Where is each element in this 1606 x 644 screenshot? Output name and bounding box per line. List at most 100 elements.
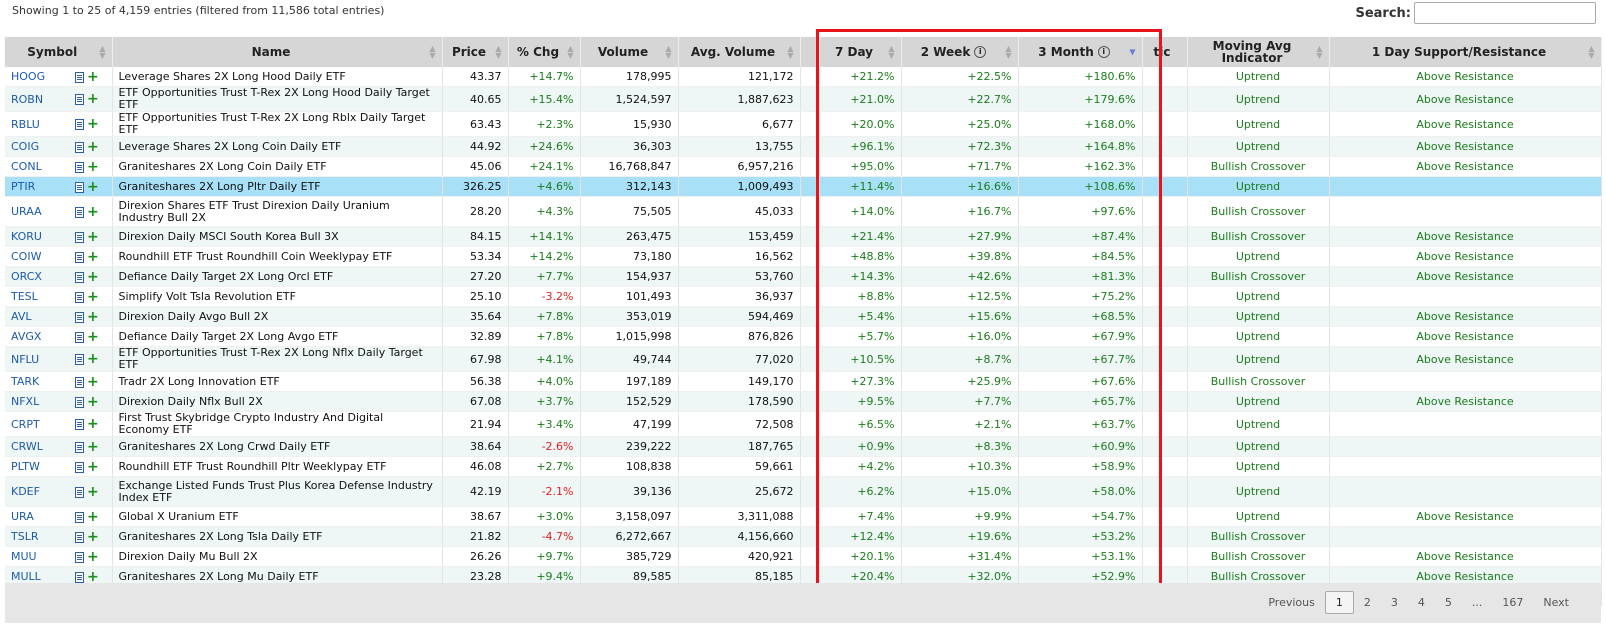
document-icon[interactable] [75,461,84,473]
table-row[interactable]: PLTW + Roundhill ETF Trust Roundhill Pltr … [5,456,1602,477]
symbol-link[interactable]: COIG [11,140,40,153]
symbol-link[interactable]: MUU [11,550,37,563]
table-row[interactable]: CRPT + First Trust Skybridge Crypto Indust… [5,411,1602,437]
plus-icon[interactable]: + [87,351,99,367]
plus-icon[interactable]: + [87,178,99,195]
page-2-button[interactable]: 2 [1363,596,1371,609]
table-row[interactable]: AVGX + Defiance Daily Target 2X Long Avgo … [5,326,1602,347]
document-icon[interactable] [75,486,84,498]
plus-icon[interactable]: + [87,328,99,345]
table-row[interactable]: MUU + Direxion Daily Mu Bull 2X 26.26 +9.7% 3… [5,546,1602,567]
col-hidden[interactable]: tic [1142,37,1188,67]
table-row[interactable]: KDEF + Exchange Listed Funds Trust Plus Ko… [5,476,1602,507]
plus-icon[interactable]: + [87,158,99,175]
symbol-cell[interactable]: ROBN + [5,86,113,112]
plus-icon[interactable]: + [87,508,99,525]
symbol-link[interactable]: CRPT [11,417,40,431]
plus-icon[interactable]: + [87,458,99,475]
table-row[interactable]: URAA + Direxion Shares ETF Trust Direxion … [5,196,1602,227]
plus-icon[interactable]: + [87,393,99,410]
table-row[interactable]: TESL + Simplify Volt Tsla Revolution ETF 25… [5,286,1602,307]
table-row[interactable]: MULL + Graniteshares 2X Long Mu Daily ETF 2… [5,566,1602,587]
document-icon[interactable] [75,571,84,583]
symbol-link[interactable]: TARK [11,375,40,388]
symbol-cell[interactable]: RBLU + [5,111,113,137]
table-row[interactable]: AVL + Direxion Daily Avgo Bull 2X 35.64 +7.8… [5,306,1602,327]
plus-icon[interactable]: + [87,548,99,565]
page-4-button[interactable]: 4 [1417,596,1425,609]
document-icon[interactable] [75,531,84,543]
document-icon[interactable] [75,441,84,453]
document-icon[interactable] [75,354,84,365]
symbol-cell[interactable]: AVL + [5,306,113,327]
symbol-link[interactable]: AVGX [11,330,42,343]
table-row[interactable]: CONL + Graniteshares 2X Long Coin Daily ET… [5,156,1602,177]
document-icon[interactable] [75,291,84,303]
symbol-cell[interactable]: HOOG + [5,67,113,87]
col-moving-avg[interactable]: Moving Avg Indicator ▲ ▼ [1187,37,1330,67]
symbol-link[interactable]: URAA [11,205,42,218]
col-avg-volume[interactable]: Avg. Volume ▲ ▼ [678,37,801,67]
document-icon[interactable] [75,419,84,430]
document-icon[interactable] [75,94,84,105]
table-row[interactable]: PTIR + Graniteshares 2X Long Pltr Daily ET… [5,176,1602,197]
document-icon[interactable] [75,376,84,388]
plus-icon[interactable]: + [87,308,99,325]
table-row[interactable]: NFLU + ETF Opportunities Trust T-Rex 2X Lo… [5,346,1602,372]
symbol-cell[interactable]: URAA + [5,196,113,227]
table-row[interactable]: KORU + Direxion Daily MSCI South Korea Bul… [5,226,1602,247]
table-row[interactable]: TSLR + Graniteshares 2X Long Tsla Daily ET… [5,526,1602,547]
col-2-week[interactable]: 2 Week i ▲ ▼ [901,37,1019,67]
document-icon[interactable] [75,271,84,283]
plus-icon[interactable]: + [87,228,99,245]
col-name[interactable]: Name ▲ ▼ [112,37,443,67]
symbol-link[interactable]: ROBN [11,92,44,106]
symbol-link[interactable]: MULL [11,570,41,583]
document-icon[interactable] [75,251,84,263]
symbol-link[interactable]: URA [11,510,34,523]
plus-icon[interactable]: + [87,438,99,455]
symbol-cell[interactable]: CRPT + [5,411,113,437]
page-1-button[interactable]: 1 [1324,591,1354,614]
symbol-cell[interactable]: URA + [5,506,113,527]
plus-icon[interactable]: + [87,91,99,107]
col-3-month[interactable]: 3 Month i ▼ [1018,37,1143,67]
symbol-link[interactable]: CRWL [11,440,43,453]
symbol-link[interactable]: CONL [11,160,42,173]
page-3-button[interactable]: 3 [1390,596,1398,609]
document-icon[interactable] [75,119,84,130]
table-row[interactable]: ROBN + ETF Opportunities Trust T-Rex 2X Lo… [5,86,1602,112]
symbol-cell[interactable]: NFLU + [5,346,113,372]
symbol-link[interactable]: KDEF [11,485,40,498]
plus-icon[interactable]: + [87,373,99,390]
col-symbol[interactable]: Symbol ▲ ▼ [5,37,113,67]
document-icon[interactable] [75,141,84,153]
col-price[interactable]: Price ▲ ▼ [442,37,509,67]
symbol-cell[interactable]: MULL + [5,566,113,587]
plus-icon[interactable]: + [87,138,99,155]
col-volume[interactable]: Volume ▲ ▼ [580,37,679,67]
symbol-cell[interactable]: MUU + [5,546,113,567]
next-button[interactable]: Next [1543,596,1569,609]
symbol-cell[interactable]: NFXL + [5,391,113,412]
table-row[interactable]: NFXL + Direxion Daily Nflx Bull 2X 67.08 +3.… [5,391,1602,412]
symbol-link[interactable]: NFXL [11,395,40,408]
plus-icon[interactable]: + [87,416,99,432]
document-icon[interactable] [75,396,84,408]
col-change[interactable]: % Chg ▲ ▼ [508,37,581,67]
table-row[interactable]: TARK + Tradr 2X Long Innovation ETF 56.38 +4… [5,371,1602,392]
symbol-link[interactable]: PLTW [11,460,40,473]
document-icon[interactable] [75,206,84,218]
symbol-link[interactable]: TESL [11,290,38,303]
symbol-link[interactable]: PTIR [11,180,36,193]
plus-icon[interactable]: + [87,568,99,585]
plus-icon[interactable]: + [87,528,99,545]
document-icon[interactable] [75,551,84,563]
symbol-link[interactable]: HOOG [11,70,46,83]
document-icon[interactable] [75,331,84,343]
symbol-cell[interactable]: PTIR + [5,176,113,197]
col-7-day[interactable]: 7 Day ▲ ▼ [819,37,902,67]
symbol-cell[interactable]: KDEF + [5,476,113,507]
table-row[interactable]: RBLU + ETF Opportunities Trust T-Rex 2X Lo… [5,111,1602,137]
info-icon[interactable]: i [974,46,987,59]
